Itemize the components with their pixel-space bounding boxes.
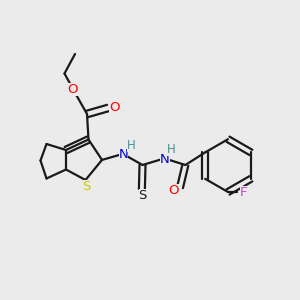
Text: S: S xyxy=(82,180,90,193)
Text: N: N xyxy=(119,148,128,161)
Text: O: O xyxy=(168,184,178,197)
Text: F: F xyxy=(240,185,247,199)
Text: N: N xyxy=(160,153,170,166)
Text: O: O xyxy=(109,100,119,114)
Text: O: O xyxy=(68,83,78,97)
Text: H: H xyxy=(127,139,136,152)
Text: H: H xyxy=(167,143,176,156)
Text: S: S xyxy=(139,189,147,202)
